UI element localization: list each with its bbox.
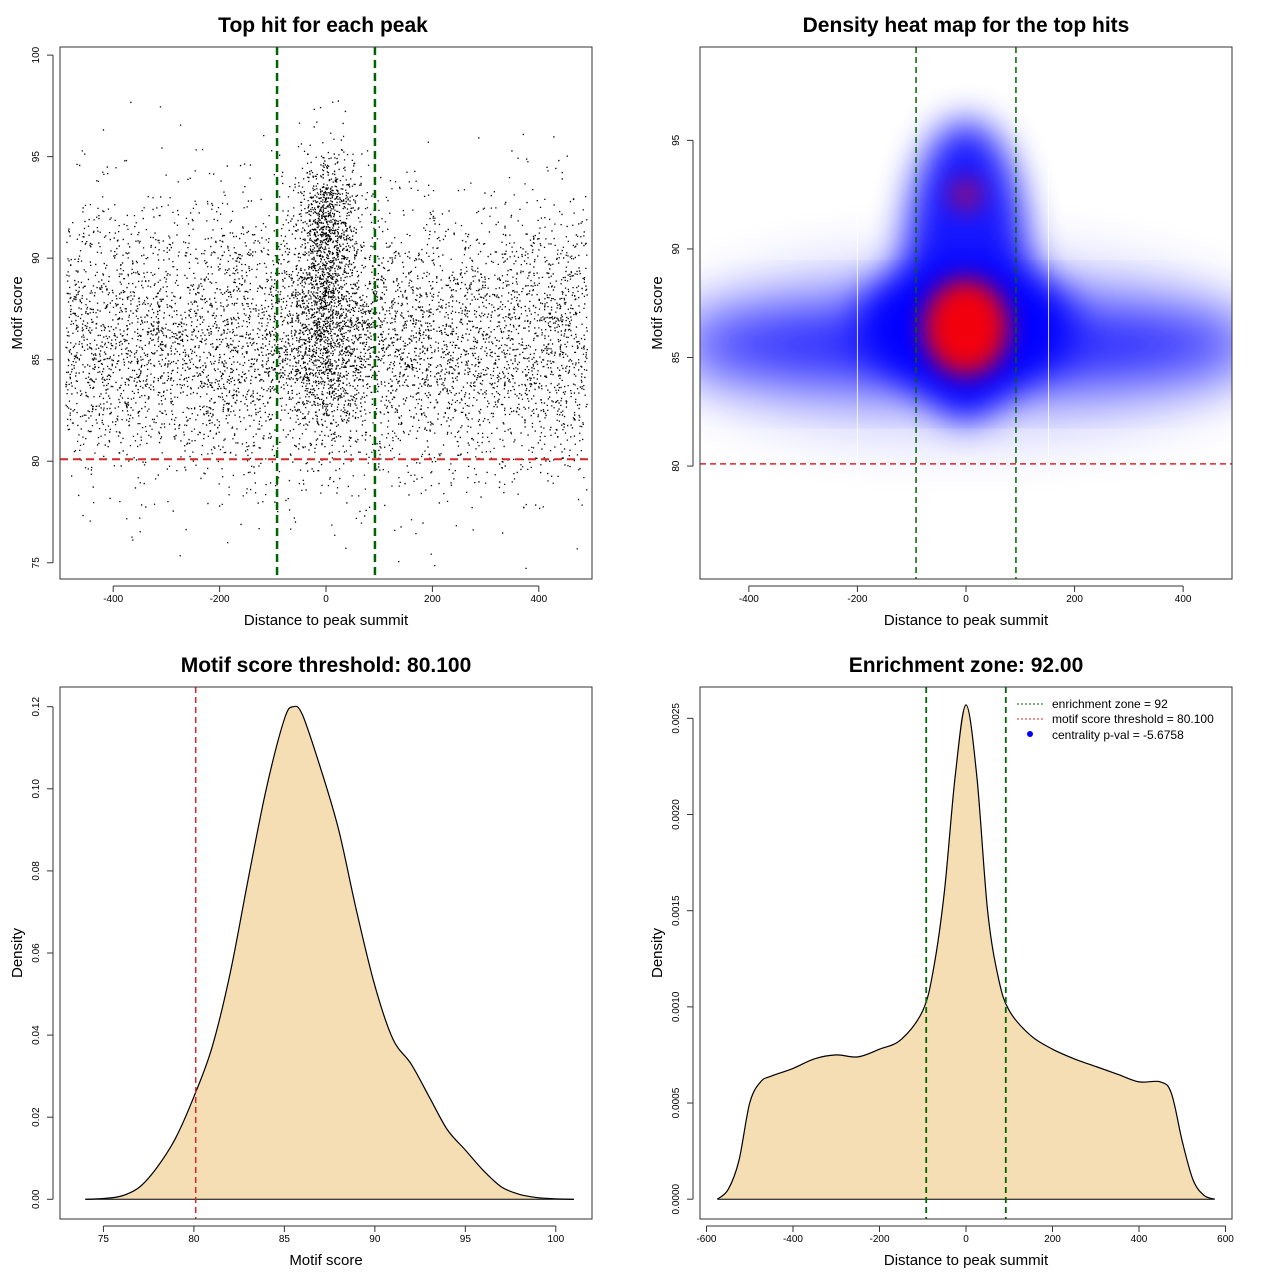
distance-density-x-tick-label: 600 — [1217, 1234, 1234, 1245]
distance-density-x-tick-label: 200 — [1044, 1234, 1061, 1245]
scatter-y-tick-label: 100 — [31, 46, 42, 63]
heatmap-x-label: Distance to peak summit — [884, 612, 1049, 629]
scatter-y-tick-label: 95 — [31, 151, 42, 163]
scatter-x-tick-label: 200 — [424, 594, 441, 605]
distance-density-y-tick-label: 0.0020 — [671, 799, 682, 830]
distance-density-y-tick-label: 0.0005 — [671, 1087, 682, 1118]
scatter-x-tick-label: 0 — [323, 594, 329, 605]
scatter-point-cloud — [65, 100, 588, 570]
scatter-points — [65, 100, 588, 570]
heatmap-hotspot-main — [924, 279, 1008, 376]
score-density-area — [85, 705, 574, 1200]
scatter-reference-lines — [60, 47, 592, 579]
legend-threshold: motif score threshold = 80.100 — [1052, 712, 1214, 726]
heatmap-density-layers — [700, 47, 1232, 579]
heatmap-y-tick-label: 80 — [671, 460, 682, 472]
distance-density-plot-frame — [699, 686, 1233, 1220]
score-density-curve — [85, 705, 574, 1200]
panel-score-density: Motif score threshold: 80.100 75 80 85 90 95… — [9, 654, 593, 1269]
scatter-plot-frame — [59, 46, 593, 580]
heatmap-hotspot-upper — [950, 178, 982, 211]
heatmap-y-tick-label: 95 — [671, 134, 682, 146]
scatter-y-tick-label: 80 — [31, 455, 42, 467]
score-density-x-tick-label: 85 — [279, 1234, 291, 1245]
distance-density-x-tick-label: -200 — [869, 1234, 889, 1245]
score-density-title: Motif score threshold: 80.100 — [181, 654, 472, 677]
heatmap-reference-lines — [700, 47, 1232, 579]
scatter-y-tick-label: 85 — [31, 354, 42, 366]
score-density-y-label: Density — [9, 927, 26, 978]
score-density-x-tick-label: 80 — [188, 1234, 200, 1245]
score-density-area-fill — [85, 706, 574, 1200]
distance-density-reference-lines — [925, 687, 1007, 1219]
heatmap-plot-frame — [699, 46, 1233, 580]
distance-density-y-tick-label: 0.0025 — [671, 703, 682, 734]
distance-density-x-tick-label: 0 — [963, 1234, 969, 1245]
distance-density-y-tick-label: 0.0010 — [671, 991, 682, 1022]
score-density-x-tick-label: 95 — [460, 1234, 472, 1245]
heatmap-x-tick-label: 200 — [1066, 594, 1083, 605]
score-density-y-tick-label: 0.00 — [31, 1189, 42, 1209]
distance-density-axes: -600 -400 -200 0 200 400 600 0.0000 0.0005 0.0010… — [671, 703, 1234, 1245]
distance-density-curve — [716, 704, 1215, 1200]
distance-density-title: Enrichment zone: 92.00 — [849, 654, 1084, 677]
score-density-y-tick-label: 0.04 — [31, 1025, 42, 1045]
heatmap-title: Density heat map for the top hits — [803, 14, 1130, 37]
heatmap-x-tick-label: 400 — [1175, 594, 1192, 605]
heatmap-x-tick-label: -200 — [847, 594, 867, 605]
distance-density-x-tick-label: -400 — [783, 1234, 803, 1245]
distance-density-x-tick-label: -600 — [696, 1234, 716, 1245]
score-density-y-tick-label: 0.02 — [31, 1107, 42, 1127]
scatter-y-tick-label: 90 — [31, 252, 42, 264]
distance-density-x-tick-label: 400 — [1131, 1234, 1148, 1245]
heatmap-y-tick-label: 90 — [671, 243, 682, 255]
score-density-axes: 75 80 85 90 95 100 0.00 0.02 0.04 0.06 0.08 0.10 0.1… — [31, 697, 565, 1245]
score-density-x-label: Motif score — [289, 1252, 362, 1269]
heatmap-axes: -400 -200 0 200 400 80 85 90 95 — [671, 134, 1192, 605]
scatter-x-tick-label: 400 — [530, 594, 547, 605]
scatter-x-tick-label: -400 — [103, 594, 123, 605]
legend: enrichment zone = 92 motif score thresho… — [1017, 697, 1214, 742]
distance-density-area — [716, 704, 1215, 1200]
panel-distance-density: Enrichment zone: 92.00 -600 -400 -200 0 200 4… — [649, 654, 1234, 1269]
scatter-title: Top hit for each peak — [218, 14, 428, 37]
heatmap-x-tick-label: 0 — [963, 594, 969, 605]
heatmap-x-tick-label: -400 — [739, 594, 759, 605]
scatter-x-label: Distance to peak summit — [244, 612, 409, 629]
scatter-axes: -400 -200 0 200 400 75 80 85 90 95 100 — [31, 46, 548, 605]
heatmap-density — [700, 47, 1232, 579]
distance-density-y-label: Density — [649, 927, 666, 978]
distance-density-area-fill — [717, 704, 1215, 1200]
panel-scatter: Top hit for each peak -400 -200 0 200 400 75 8… — [9, 14, 593, 629]
score-density-x-tick-label: 90 — [369, 1234, 381, 1245]
score-density-plot-frame — [59, 686, 593, 1220]
legend-centrality: centrality p-val = -5.6758 — [1052, 728, 1184, 742]
score-density-y-tick-label: 0.12 — [31, 697, 42, 717]
legend-swatch-centrality — [1027, 731, 1033, 737]
distance-density-y-tick-label: 0.0015 — [671, 895, 682, 926]
distance-density-x-label: Distance to peak summit — [884, 1252, 1049, 1269]
legend-enrichment-zone: enrichment zone = 92 — [1052, 697, 1168, 711]
scatter-y-tick-label: 75 — [31, 557, 42, 569]
scatter-y-label: Motif score — [9, 276, 26, 349]
score-density-y-tick-label: 0.08 — [31, 861, 42, 881]
distance-density-y-tick-label: 0.0000 — [671, 1183, 682, 1214]
scatter-x-tick-label: -200 — [210, 594, 230, 605]
heatmap-y-tick-label: 85 — [671, 352, 682, 364]
score-density-x-tick-label: 75 — [98, 1234, 110, 1245]
panel-heatmap: Density heat map for the top hits -400 -2… — [649, 14, 1233, 629]
score-density-y-tick-label: 0.06 — [31, 943, 42, 963]
score-density-x-tick-label: 100 — [547, 1234, 564, 1245]
score-density-y-tick-label: 0.10 — [31, 779, 42, 799]
heatmap-y-label: Motif score — [649, 276, 666, 349]
